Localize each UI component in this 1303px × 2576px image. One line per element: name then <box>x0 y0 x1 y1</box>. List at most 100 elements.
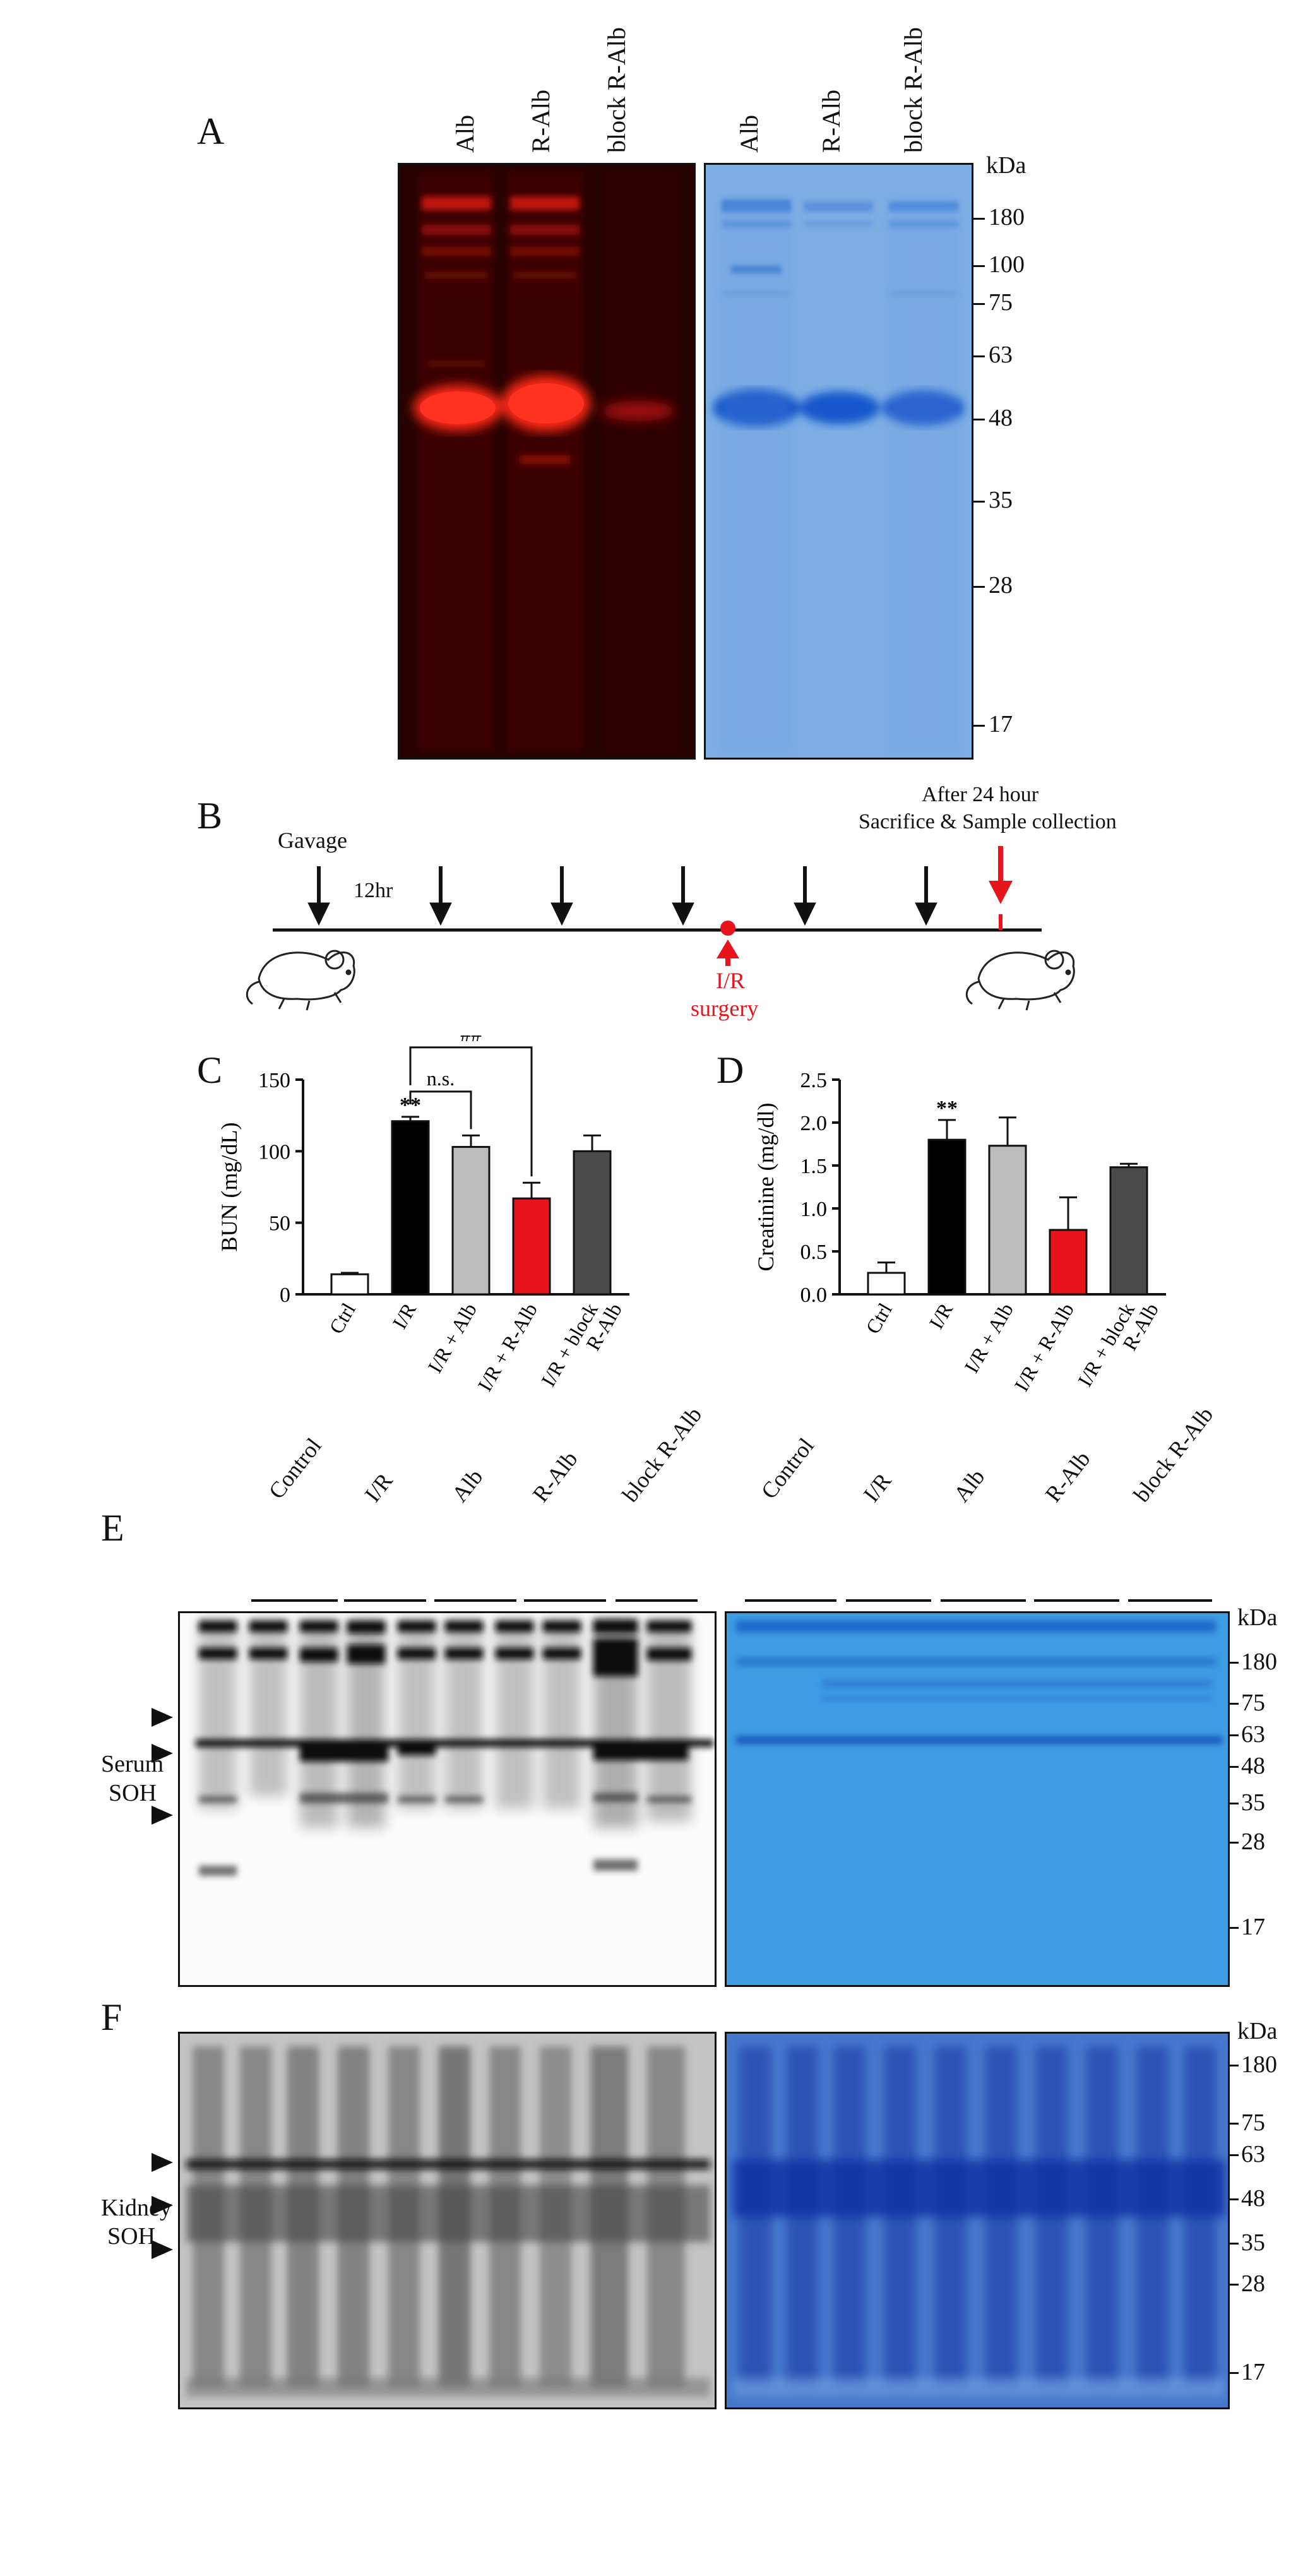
y-tick-label: 2.0 <box>800 1112 828 1135</box>
lane-label-ralb-fluor: R-Alb <box>527 90 555 153</box>
marker-a-28: 28 <box>989 572 1013 599</box>
arrowhead-icon <box>152 1806 173 1825</box>
ns-bracket <box>409 1090 472 1130</box>
bar-i-r-block-r-alb <box>1109 1166 1148 1296</box>
soh-label-f: SOH <box>107 2223 156 2250</box>
y-axis-label: BUN (mg/dL) <box>217 1123 242 1252</box>
sacrifice-label: Sacrifice & Sample collection <box>859 810 1117 833</box>
marker-a-100: 100 <box>989 251 1025 278</box>
mouse-right-icon <box>965 950 1075 1011</box>
ns-label: n.s. <box>427 1067 455 1090</box>
marker-f-180: 180 <box>1241 2051 1277 2078</box>
marker-a-75: 75 <box>989 289 1013 316</box>
panel-label-e: E <box>101 1507 124 1549</box>
y-tick-label: 150 <box>258 1069 290 1092</box>
surgery-label: surgery <box>691 996 759 1021</box>
arrowhead-icon <box>152 1708 173 1727</box>
soh-label-e: SOH <box>109 1780 157 1806</box>
marker-e-180: 180 <box>1241 1649 1277 1675</box>
serum-soh-blot <box>178 1611 717 1987</box>
x-tick-label: Ctrl <box>324 1299 360 1337</box>
y-tick-label: 0.5 <box>800 1241 828 1264</box>
sacrifice-arrow-icon <box>989 846 1013 930</box>
panel-label-c: C <box>197 1049 223 1091</box>
x-tick-label: I/R <box>924 1299 957 1333</box>
panel-label-a: A <box>197 110 225 152</box>
marker-e-75: 75 <box>1241 1690 1265 1716</box>
marker-f-63: 63 <box>1241 2141 1265 2168</box>
hash-bracket <box>409 1046 533 1177</box>
marker-f-48: 48 <box>1241 2185 1265 2212</box>
y-tick-label: 0 <box>280 1284 290 1307</box>
y-tick-label: 100 <box>258 1140 290 1164</box>
lane-label-ralb-stain: R-Alb <box>817 90 845 153</box>
mouse-left-icon <box>246 950 355 1011</box>
arrowhead-icon <box>152 1744 173 1763</box>
marker-f-28: 28 <box>1241 2270 1265 2297</box>
bar-i-r-r-alb <box>1049 1229 1088 1296</box>
timeline-diagram <box>246 846 1075 1011</box>
lane-label-alb-stain: Alb <box>735 115 763 153</box>
kda-label-f: kDa <box>1237 2018 1278 2044</box>
arrowhead-icon <box>152 2196 173 2215</box>
x-tick-label: I/R <box>388 1299 420 1333</box>
y-tick-label: 2.5 <box>800 1069 828 1092</box>
group-underlines <box>251 1599 1212 1602</box>
interval-label: 12hr <box>354 879 393 902</box>
coomassie-gel-image <box>704 163 973 760</box>
hash-label: ## <box>460 1035 482 1046</box>
bar-i-r-block-r-alb <box>573 1150 612 1296</box>
marker-a-48: 48 <box>989 405 1013 431</box>
marker-a-63: 63 <box>989 342 1013 368</box>
x-tick-label: I/R + Alb <box>960 1299 1018 1377</box>
x-tick-label: I/R + R-Alb <box>473 1299 542 1395</box>
kda-label-a: kDa <box>986 152 1026 179</box>
lane-label-blockralb-stain: block R-Alb <box>899 27 927 153</box>
arrowhead-icon <box>152 2240 173 2259</box>
marker-f-17: 17 <box>1241 2359 1265 2385</box>
marker-e-48: 48 <box>1241 1753 1265 1779</box>
arrowhead-icon <box>152 2153 173 2172</box>
gavage-arrows <box>307 866 937 926</box>
bar-i-r-alb <box>988 1145 1027 1296</box>
ir-label: I/R <box>716 968 746 993</box>
y-tick-label: 1.0 <box>800 1198 828 1221</box>
lane-label-alb-fluor: Alb <box>451 115 479 153</box>
bar-i-r <box>927 1138 967 1296</box>
y-tick-label: 50 <box>269 1212 290 1236</box>
significance-mark: ** <box>936 1097 958 1120</box>
bar-i-r-r-alb <box>512 1197 551 1296</box>
marker-f-75: 75 <box>1241 2109 1265 2136</box>
kidney-soh-blot <box>178 2032 717 2409</box>
bar-ctrl <box>330 1273 369 1296</box>
panel-label-b: B <box>197 795 223 837</box>
x-tick-label: Ctrl <box>861 1299 896 1337</box>
x-tick-label: I/R + R-Alb <box>1009 1299 1078 1395</box>
creatinine-bar-chart: 0.0 0.5 1.0 1.5 2.0 2.5 Creatinine (mg/dl) Ctrl… <box>753 1069 1166 1395</box>
kda-label-e: kDa <box>1237 1604 1278 1631</box>
bar-i-r <box>391 1120 430 1296</box>
y-tick-label: 1.5 <box>800 1155 828 1178</box>
marker-e-63: 63 <box>1241 1721 1265 1748</box>
bar-ctrl <box>867 1272 906 1296</box>
marker-f-35: 35 <box>1241 2229 1265 2256</box>
after-24-hour-label: After 24 hour <box>922 783 1039 806</box>
kidney-coomassie-gel <box>725 2032 1230 2409</box>
marker-a-35: 35 <box>989 487 1013 513</box>
bun-bar-chart: 0 50 100 150 BUN (mg/dL) Ctrl I/R I/R + AlbI/R … <box>217 1035 629 1395</box>
panel-label-d: D <box>717 1049 744 1091</box>
lane-label-blockralb-fluor: block R-Alb <box>602 27 631 153</box>
panel-label-f: F <box>101 1996 122 2038</box>
gavage-label: Gavage <box>278 828 347 853</box>
marker-e-35: 35 <box>1241 1789 1265 1816</box>
ir-surgery-marker-icon <box>717 921 739 966</box>
y-tick-label: 0.0 <box>800 1284 828 1307</box>
x-tick-label: I/R + Alb <box>423 1299 481 1377</box>
bar-i-r-alb <box>451 1146 491 1296</box>
marker-a-17: 17 <box>989 711 1013 737</box>
fluorescence-gel-image <box>398 163 696 760</box>
y-axis-label: Creatinine (mg/dl) <box>753 1103 778 1272</box>
marker-e-17: 17 <box>1241 1914 1265 1940</box>
marker-a-180: 180 <box>989 204 1025 230</box>
marker-e-28: 28 <box>1241 1828 1265 1855</box>
